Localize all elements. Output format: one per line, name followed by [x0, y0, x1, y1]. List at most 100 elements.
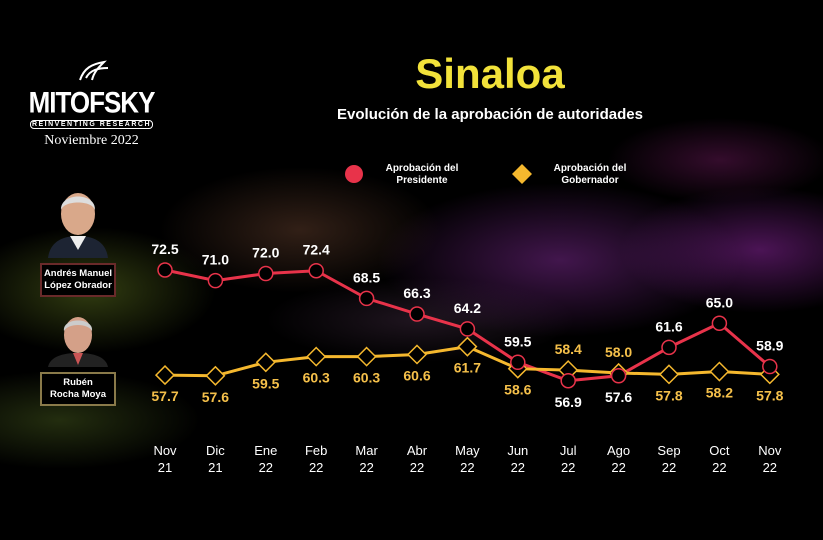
president-point — [358, 290, 375, 307]
governor-value-label: 60.3 — [303, 370, 330, 386]
governor-value-label: 60.6 — [403, 367, 430, 383]
president-value-label: 61.6 — [655, 318, 682, 334]
x-tick-label: Dic — [206, 443, 225, 458]
legend-president-line1: Aprobación del — [385, 163, 459, 174]
mitofsky-logo: MITOFSKY REINVENTING RESEARCH Noviembre … — [24, 60, 159, 149]
president-value-label: 58.9 — [756, 338, 783, 354]
x-tick-label: Jun — [507, 443, 528, 458]
x-tick-label: 22 — [410, 460, 424, 475]
governor-value-label: 59.5 — [252, 375, 279, 391]
x-tick-label: 22 — [309, 460, 323, 475]
governor-point — [255, 352, 276, 373]
president-value-label: 57.6 — [605, 389, 632, 405]
president-point — [459, 321, 476, 337]
governor-point — [709, 361, 730, 382]
president-value-label: 72.5 — [151, 241, 178, 257]
x-tick-label: Abr — [407, 443, 428, 458]
president-point — [510, 354, 526, 371]
president-value-label: 59.5 — [504, 333, 531, 349]
person-rocha: Rubén Rocha Moya — [40, 315, 116, 406]
president-value-label: 68.5 — [353, 269, 380, 285]
x-tick-label: 21 — [208, 460, 222, 475]
president-point — [762, 358, 778, 375]
governor-point — [306, 346, 327, 367]
x-tick-label: Nov — [758, 443, 782, 458]
x-tick-label: Ago — [607, 443, 630, 458]
governor-value-label: 61.7 — [454, 360, 481, 376]
president-point — [157, 262, 173, 278]
x-tick-label: Oct — [709, 443, 730, 458]
president-value-label: 72.4 — [303, 242, 330, 258]
x-tick-label: Mar — [355, 443, 378, 458]
x-tick-label: May — [455, 443, 480, 458]
x-tick-label: 22 — [511, 460, 525, 475]
rocha-name-line1: Rubén — [63, 377, 93, 388]
governor-value-label: 60.3 — [353, 370, 380, 386]
legend-governor: Aprobación del Gobernador — [540, 163, 640, 187]
governor-value-label: 57.8 — [655, 387, 682, 403]
x-tick-label: Sep — [657, 443, 680, 458]
legend-president-line2: Presidente — [396, 175, 448, 186]
legend-president: Aprobación del Presidente — [372, 163, 472, 187]
x-tick-label: Jul — [560, 443, 577, 458]
rocha-name-line2: Rocha Moya — [50, 389, 106, 400]
person-amlo: Andrés Manuel López Obrador — [40, 180, 116, 297]
president-point — [207, 272, 224, 289]
governor-value-label: 58.2 — [706, 385, 733, 401]
president-point — [560, 373, 576, 389]
report-date: Noviembre 2022 — [44, 133, 139, 148]
president-point — [661, 339, 677, 356]
chart-subtitle: Evolución de la aprobación de autoridade… — [337, 106, 643, 123]
x-tick-label: 22 — [259, 460, 273, 475]
governor-point — [154, 365, 176, 386]
x-tick-label: 22 — [359, 460, 373, 475]
x-tick-label: 22 — [611, 460, 625, 475]
amlo-name-line1: Andrés Manuel — [43, 268, 113, 279]
legend-circle-icon — [345, 165, 363, 183]
governor-point — [356, 346, 377, 367]
president-value-label: 72.0 — [252, 245, 279, 261]
rocha-photo — [48, 317, 108, 367]
governor-value-label: 57.6 — [202, 389, 229, 405]
governor-value-label: 58.0 — [605, 344, 632, 360]
governor-point — [658, 364, 680, 385]
president-value-label: 66.3 — [403, 285, 430, 301]
x-tick-label: 22 — [662, 460, 676, 475]
brand-tagline: REINVENTING RESEARCH — [30, 120, 153, 129]
legend-diamond-icon — [512, 164, 532, 184]
governor-point — [406, 344, 428, 365]
governor-value-label: 57.7 — [151, 388, 178, 404]
governor-value-label: 57.8 — [756, 387, 783, 403]
x-tick-label: 21 — [158, 460, 172, 475]
president-value-label: 56.9 — [555, 394, 582, 410]
president-value-label: 71.0 — [202, 252, 229, 268]
x-tick-label: Nov — [153, 443, 177, 458]
president-point — [308, 262, 324, 279]
president-point — [409, 306, 425, 322]
amlo-name-line2: López Obrador — [44, 280, 112, 291]
governor-point — [457, 336, 478, 357]
amlo-photo — [48, 193, 108, 258]
governor-point — [205, 365, 226, 386]
bird-logo-icon — [78, 60, 108, 81]
legend-governor-line2: Gobernador — [561, 175, 619, 186]
x-tick-label: 22 — [763, 460, 777, 475]
governor-value-label: 58.6 — [504, 382, 531, 398]
president-value-label: 64.2 — [454, 300, 481, 316]
legend-governor-line1: Aprobación del — [553, 163, 627, 174]
x-tick-label: 22 — [561, 460, 575, 475]
brand-name: MITOFSKY — [28, 84, 156, 120]
president-point — [711, 315, 728, 331]
chart-title: Sinaloa — [415, 50, 565, 97]
president-point — [610, 368, 627, 384]
x-tick-label: 22 — [460, 460, 474, 475]
governor-value-label: 58.4 — [555, 341, 582, 357]
x-tick-label: Ene — [254, 443, 277, 458]
x-tick-label: 22 — [712, 460, 726, 475]
x-tick-label: Feb — [305, 443, 327, 458]
president-value-label: 65.0 — [706, 294, 733, 310]
president-point — [258, 265, 274, 282]
